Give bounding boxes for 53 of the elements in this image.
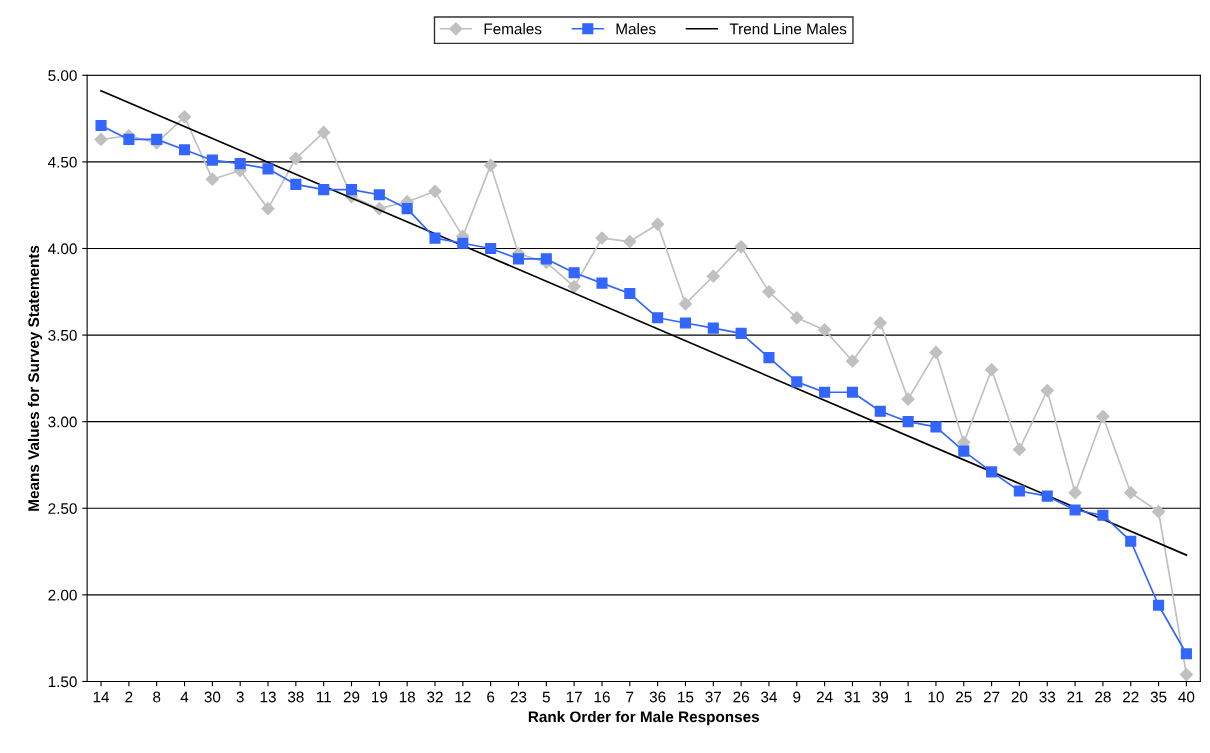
x-axis-title: Rank Order for Male Responses (528, 710, 759, 726)
x-tick-label: 7 (626, 691, 634, 703)
y-tick-label: 1.50 (48, 676, 77, 688)
x-tick-label: 9 (793, 691, 801, 703)
x-tick-label: 30 (204, 691, 221, 703)
x-tick-label: 8 (153, 691, 161, 703)
y-tick-label: 4.00 (48, 243, 77, 255)
legend-label: Trend Line Males (729, 23, 847, 35)
x-tick-label: 32 (427, 691, 443, 703)
legend-label: Males (616, 23, 656, 35)
x-tick-label: 20 (1011, 691, 1028, 703)
x-tick-label: 17 (566, 691, 582, 703)
x-tick-label: 22 (1123, 691, 1139, 703)
x-tick-label: 31 (844, 691, 861, 703)
x-tick-label: 28 (1095, 691, 1111, 703)
x-tick-label: 25 (956, 691, 972, 703)
x-tick-label: 26 (733, 691, 749, 703)
x-tick-label: 1 (905, 691, 912, 703)
x-tick-label: 29 (343, 691, 360, 703)
y-axis-title: Means Values for Survey Statements (27, 245, 43, 511)
x-tick-label: 14 (93, 691, 110, 703)
x-tick-label: 40 (1178, 691, 1195, 703)
x-tick-label: 3 (236, 691, 244, 703)
legend-label: Females (484, 23, 542, 35)
x-tick-label: 38 (287, 691, 304, 703)
x-tick-label: 36 (649, 691, 666, 703)
x-tick-label: 6 (487, 691, 495, 703)
x-tick-label: 5 (542, 691, 550, 703)
x-tick-label: 21 (1067, 691, 1083, 703)
y-tick-label: 5.00 (48, 70, 77, 81)
x-tick-label: 15 (678, 691, 694, 703)
x-tick-label: 33 (1039, 691, 1056, 703)
y-tick-label: 2.50 (48, 503, 77, 514)
y-tick-label: 3.50 (48, 329, 77, 341)
x-tick-label: 35 (1150, 691, 1167, 703)
x-tick-label: 18 (399, 691, 415, 703)
x-tick-label: 2 (125, 691, 133, 703)
x-tick-label: 13 (260, 691, 276, 703)
x-tick-label: 24 (816, 691, 833, 703)
x-tick-label: 10 (928, 691, 944, 703)
x-tick-label: 27 (983, 691, 1000, 703)
x-tick-label: 23 (510, 691, 527, 703)
x-tick-label: 12 (455, 691, 471, 703)
y-tick-label: 2.00 (48, 589, 77, 601)
x-tick-label: 11 (316, 691, 331, 703)
y-tick-label: 4.50 (48, 156, 77, 168)
x-tick-label: 34 (761, 691, 778, 703)
x-tick-label: 37 (705, 691, 722, 703)
x-tick-label: 4 (180, 691, 189, 703)
y-tick-label: 3.00 (48, 416, 77, 428)
x-tick-label: 39 (872, 691, 889, 703)
x-tick-label: 16 (594, 691, 610, 703)
x-tick-label: 19 (372, 691, 388, 703)
